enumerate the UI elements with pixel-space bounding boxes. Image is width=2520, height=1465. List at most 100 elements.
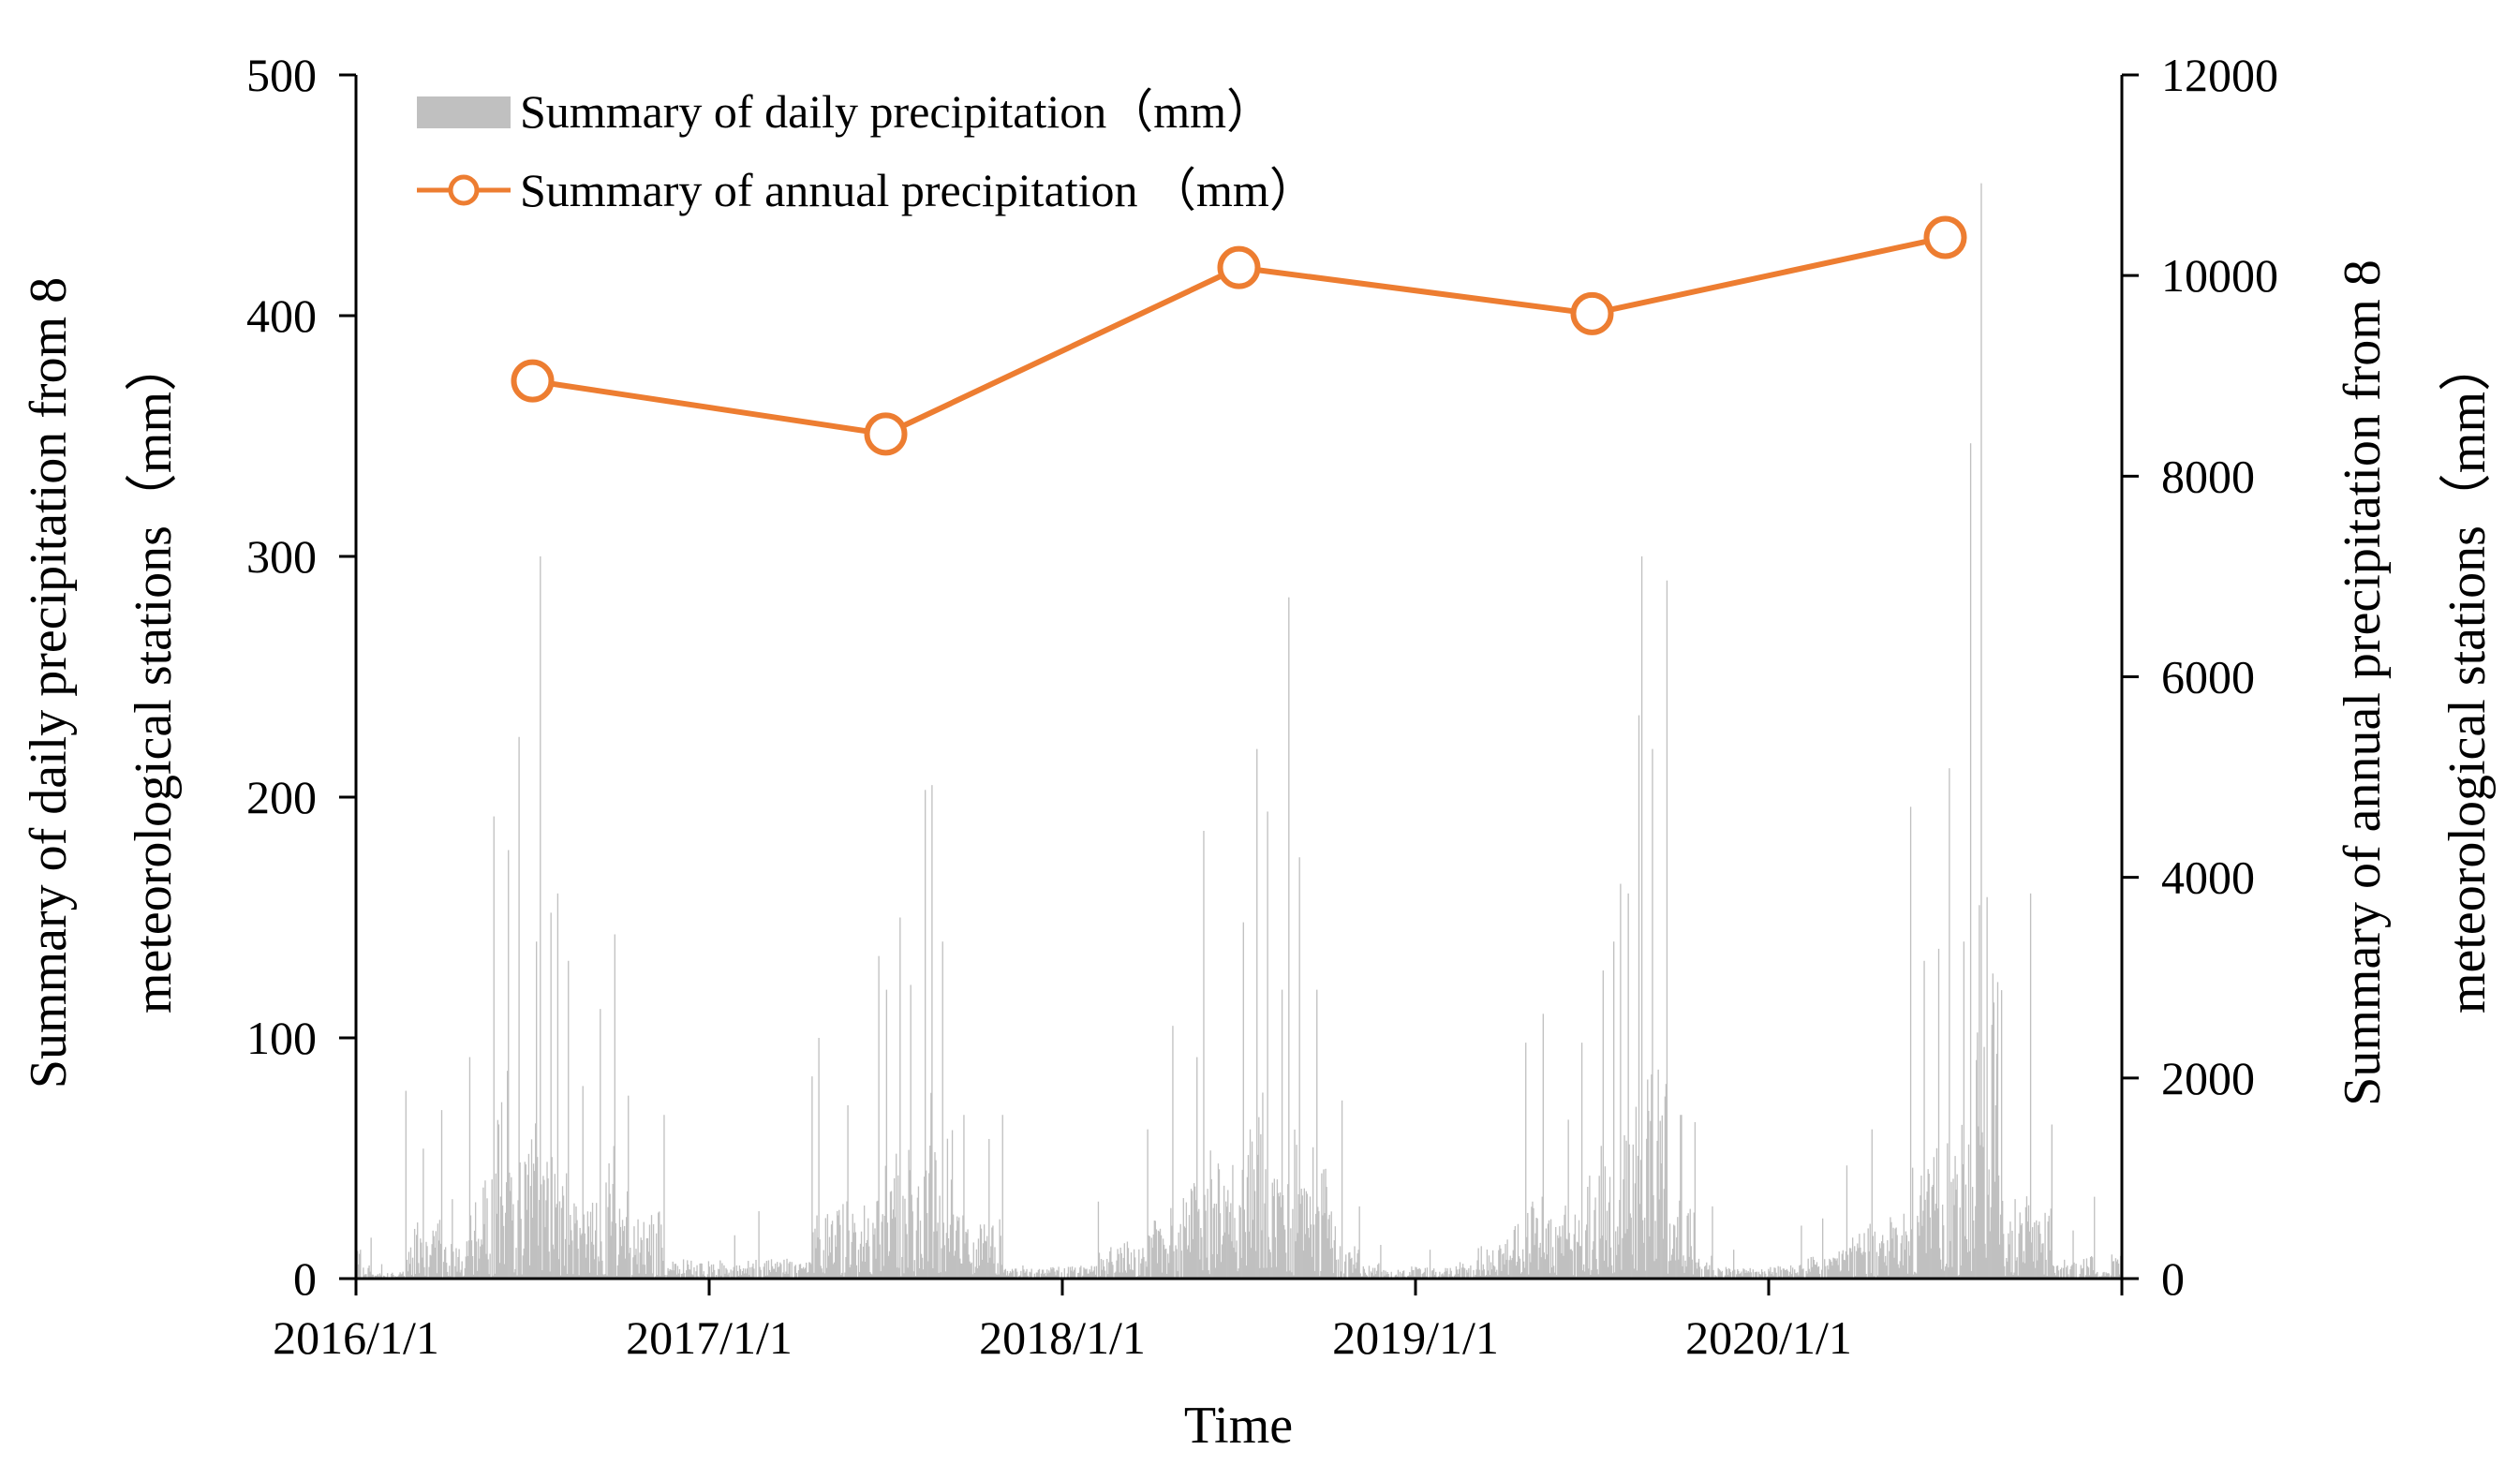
daily-bar [608, 1162, 610, 1279]
daily-bar [1041, 1269, 1044, 1279]
daily-bar [1507, 1274, 1509, 1279]
daily-bar [1705, 1265, 1707, 1279]
daily-bar [726, 1269, 728, 1279]
daily-bar [2089, 1256, 2092, 1279]
daily-bar [2018, 1233, 2020, 1279]
daily-bar [1816, 1266, 1819, 1279]
daily-bar [1501, 1270, 1503, 1279]
daily-bar [1978, 1126, 1979, 1279]
daily-bar [1673, 1224, 1675, 1279]
daily-bar [1935, 1147, 1938, 1279]
daily-bar [913, 1260, 915, 1279]
daily-bar [2116, 1259, 2119, 1279]
daily-bar [1029, 1271, 1030, 1279]
daily-bar [1846, 1165, 1848, 1279]
daily-bar [1410, 1275, 1412, 1279]
daily-bar [847, 1104, 849, 1279]
daily-bar [528, 1265, 531, 1279]
daily-bar [1614, 1272, 1616, 1279]
daily-bar [1648, 1110, 1650, 1279]
daily-bar [1143, 1256, 1145, 1279]
daily-bar [1718, 1269, 1720, 1279]
daily-bar [1964, 1184, 1967, 1279]
daily-bar [371, 1274, 373, 1279]
daily-bar [1859, 1234, 1860, 1279]
daily-bar [818, 1038, 820, 1279]
daily-bar [1071, 1266, 1074, 1279]
daily-bar [1864, 1251, 1866, 1279]
daily-bar [799, 1264, 802, 1279]
daily-bar [1040, 1273, 1043, 1279]
daily-bar [1567, 1119, 1569, 1279]
daily-bar [1399, 1271, 1401, 1279]
daily-bar [1818, 1273, 1821, 1279]
daily-bar [471, 1255, 474, 1279]
daily-bar [1063, 1267, 1065, 1279]
daily-bar [430, 1255, 432, 1279]
daily-bar [479, 1258, 481, 1279]
daily-bar [1981, 1132, 1983, 1279]
daily-bar [713, 1269, 716, 1279]
daily-bar [542, 1176, 544, 1279]
daily-bar [877, 1200, 879, 1279]
daily-bar [564, 1238, 567, 1279]
daily-bar [1635, 1106, 1638, 1279]
right-y-axis-title-line-1: Summary of annual precipitation from 8 [2334, 259, 2392, 1106]
daily-bar [1235, 1251, 1237, 1279]
daily-bar [1496, 1269, 1498, 1279]
daily-bar [1372, 1275, 1375, 1279]
daily-bar [1549, 1219, 1552, 1279]
daily-bar [1394, 1275, 1397, 1279]
daily-bar [459, 1272, 461, 1279]
daily-bar [1461, 1264, 1464, 1279]
daily-bar [2118, 1274, 2121, 1279]
daily-bar [1368, 1265, 1371, 1279]
daily-bar [2105, 1272, 2107, 1279]
daily-bar [829, 1252, 832, 1279]
legend-line-marker [448, 174, 480, 206]
daily-bar [1277, 1192, 1280, 1279]
daily-bar [1286, 1271, 1288, 1279]
daily-bar [1224, 1232, 1226, 1279]
daily-bar [387, 1273, 389, 1279]
left-y-axis-title-line-1: Summary of daily precipitation from 8 [20, 277, 78, 1088]
daily-bar [638, 1273, 640, 1279]
daily-bar [647, 1251, 650, 1279]
daily-bar [938, 1272, 940, 1279]
daily-bar [624, 1258, 627, 1279]
daily-bar [429, 1254, 431, 1279]
daily-bar [874, 1228, 876, 1279]
daily-bar [1927, 1169, 1929, 1279]
daily-bar [1962, 1163, 1964, 1279]
daily-bar [556, 893, 559, 1279]
daily-bar [1604, 1166, 1607, 1279]
right-y-axis-title-line-2: meteorological stations（mm） [2438, 339, 2497, 1014]
daily-bar [1645, 1270, 1647, 1279]
daily-bar [1740, 1273, 1742, 1279]
daily-bar [1209, 1150, 1211, 1279]
daily-bar [2072, 1230, 2074, 1279]
daily-bar [1006, 1270, 1009, 1279]
daily-bar [2067, 1265, 2068, 1279]
daily-bar [1551, 1247, 1554, 1279]
right-y-tick-label: 8000 [2161, 450, 2255, 502]
daily-bar [1669, 1260, 1672, 1279]
daily-bar [674, 1264, 675, 1279]
daily-bar [460, 1269, 462, 1279]
daily-bar [1771, 1271, 1773, 1279]
daily-bar [791, 1262, 793, 1279]
daily-bar [472, 1274, 475, 1279]
daily-bar [489, 1253, 491, 1279]
daily-bar [1556, 1275, 1558, 1279]
daily-bar [896, 1153, 897, 1279]
daily-bar [1574, 1214, 1577, 1279]
daily-bar [958, 1217, 960, 1279]
daily-bar [1240, 1257, 1242, 1279]
daily-bar [1907, 1241, 1910, 1279]
annual-point [1923, 215, 1967, 259]
daily-bar [575, 1206, 577, 1279]
daily-bar [2039, 1234, 2041, 1279]
daily-bar [1691, 1259, 1693, 1279]
daily-bar [1204, 1194, 1206, 1279]
daily-bar [1810, 1257, 1812, 1279]
